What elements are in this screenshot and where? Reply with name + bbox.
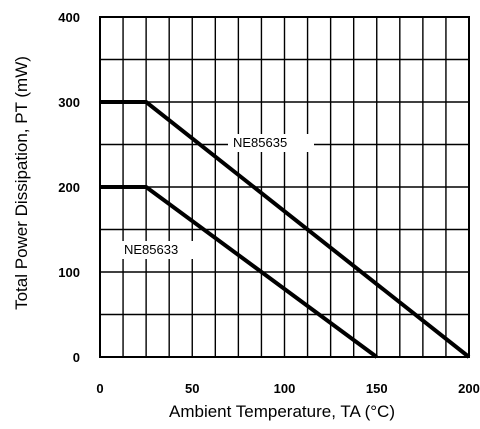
- y-tick-label: 0: [73, 350, 80, 365]
- series-line-ne85633: [100, 185, 378, 359]
- x-tick-label: 150: [366, 381, 388, 396]
- x-axis-title: Ambient Temperature, TA (°C): [169, 402, 395, 421]
- y-tick-label: 400: [58, 10, 80, 25]
- series-label-ne85633: NE85633: [124, 242, 178, 257]
- y-axis-title: Total Power Dissipation, PT (mW): [12, 56, 31, 310]
- series-lines: [100, 100, 471, 359]
- y-tick-label: 200: [58, 180, 80, 195]
- label-bg-ne85635: [228, 134, 314, 152]
- y-tick-label: 100: [58, 265, 80, 280]
- x-tick-labels: 0 50 100 150 200: [96, 381, 479, 396]
- x-tick-label: 50: [185, 381, 199, 396]
- x-tick-label: 200: [458, 381, 480, 396]
- series-label-ne85635: NE85635: [233, 135, 287, 150]
- x-tick-label: 100: [274, 381, 296, 396]
- label-bg-ne85633: [120, 241, 202, 259]
- series-line-ne85635: [100, 100, 471, 359]
- y-tick-label: 300: [58, 95, 80, 110]
- x-tick-label: 0: [96, 381, 103, 396]
- plot-frame: [99, 16, 470, 358]
- y-tick-labels: 0 100 200 300 400: [58, 10, 80, 365]
- chart-grid: [100, 17, 469, 357]
